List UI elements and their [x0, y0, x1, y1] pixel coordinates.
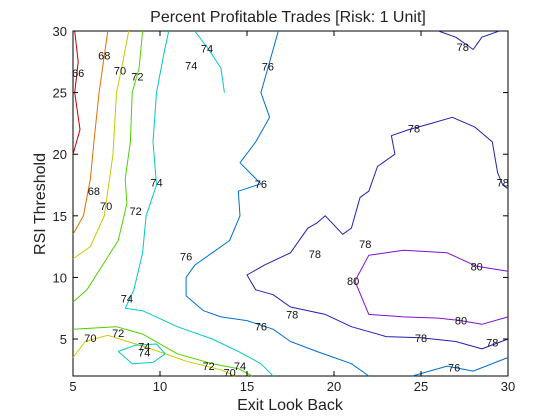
contour-line-74-2 — [194, 30, 225, 93]
contour-label-78-6: 78 — [286, 309, 298, 321]
contour-line-80-1 — [354, 249, 509, 282]
contour-line-74-1 — [124, 30, 274, 377]
contour-label-70-4: 70 — [223, 367, 235, 379]
contour-label-72-1: 72 — [131, 72, 143, 84]
contour-line-72-1 — [72, 30, 144, 303]
contour-label-78-2: 78 — [408, 123, 420, 135]
contour-label-68-2: 68 — [88, 186, 100, 198]
contour-line-68-1 — [72, 30, 109, 235]
x-tick-label-5: 5 — [69, 379, 76, 394]
contour-label-78-5: 78 — [359, 239, 371, 251]
contour-line-70-1 — [72, 30, 130, 260]
contour-line-70-2 — [72, 334, 236, 377]
contour-label-78-8: 78 — [486, 338, 498, 350]
contour-label-72-4: 72 — [203, 361, 215, 373]
y-tick-label-5: 5 — [60, 332, 67, 347]
y-tick-label-10: 10 — [53, 270, 67, 285]
contour-label-74-7: 74 — [234, 361, 246, 373]
contour-label-74-4: 74 — [121, 293, 133, 305]
contour-line-78-1 — [438, 30, 500, 50]
contour-label-76-5: 76 — [448, 362, 460, 374]
contour-line-76-1 — [185, 30, 370, 377]
contour-label-70-1: 70 — [114, 65, 126, 77]
x-tick-label-30: 30 — [501, 379, 515, 394]
contour-labels: 6668687070707072727272747474747474747676… — [72, 42, 509, 379]
contour-label-76-3: 76 — [180, 252, 192, 264]
x-tick-label-15: 15 — [240, 379, 254, 394]
contour-label-72-2: 72 — [129, 206, 141, 218]
contour-label-76-2: 76 — [255, 179, 267, 191]
contour-line-72-2 — [72, 326, 253, 377]
contour-label-74-1: 74 — [185, 61, 197, 73]
contour-label-78-4: 78 — [309, 249, 321, 261]
contour-label-70-2: 70 — [100, 201, 112, 213]
contour-label-66-1: 66 — [72, 68, 84, 80]
y-tick-label-20: 20 — [53, 147, 67, 162]
contour-label-78-7: 78 — [415, 333, 427, 345]
chart-title: Percent Profitable Trades [Risk: 1 Unit] — [150, 9, 426, 26]
x-tick-label-20: 20 — [327, 379, 341, 394]
contour-label-76-4: 76 — [255, 322, 267, 334]
contour-label-74-2: 74 — [201, 43, 213, 55]
contour-line-76-2 — [412, 357, 509, 377]
contour-label-76-1: 76 — [262, 62, 274, 74]
y-axis-label: RSI Threshold — [32, 153, 49, 255]
contour-line-78-2 — [246, 116, 509, 350]
contour-label-70-3: 70 — [84, 333, 96, 345]
x-tick-label-25: 25 — [414, 379, 428, 394]
contour-line-74-3 — [117, 343, 166, 365]
y-tick-label-15: 15 — [53, 209, 67, 224]
y-tick-label-30: 30 — [53, 24, 67, 39]
y-tick-label-25: 25 — [53, 86, 67, 101]
contour-label-74-3: 74 — [150, 178, 162, 190]
contour-label-68-1: 68 — [98, 51, 110, 63]
contour-label-78-3: 78 — [497, 178, 509, 190]
contour-label-72-3: 72 — [112, 328, 124, 340]
contour-line-80-2 — [354, 280, 509, 325]
contour-label-74-6: 74 — [138, 341, 150, 353]
x-tick-label-10: 10 — [153, 379, 167, 394]
contour-label-78-1: 78 — [457, 42, 469, 54]
plot-area: 6668687070707072727272747474747474747676… — [53, 24, 516, 394]
contour-label-80-2: 80 — [471, 261, 483, 273]
contour-label-80-3: 80 — [455, 316, 467, 328]
contour-lines — [72, 30, 509, 377]
contour-label-74-5: 74 — [138, 348, 150, 360]
axis-ticks: 5 10 15 20 25 30 5 10 15 20 25 30 — [53, 24, 516, 394]
contour-label-80-1: 80 — [347, 276, 359, 288]
x-axis-label: Exit Look Back — [237, 397, 344, 414]
